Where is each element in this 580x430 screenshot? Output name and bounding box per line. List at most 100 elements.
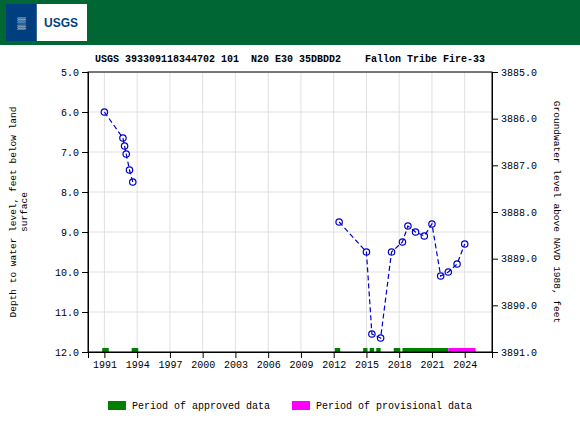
tick-mark <box>82 312 88 313</box>
tick: 6.0 <box>61 108 88 119</box>
grid-line-x <box>333 72 334 352</box>
tick-mark <box>82 112 88 113</box>
tick-label: 3891.0 <box>501 348 537 359</box>
tick-label: 7.0 <box>61 148 79 159</box>
series-marker <box>445 269 451 275</box>
series-marker <box>421 233 427 239</box>
series-marker <box>412 229 418 235</box>
tick-mark <box>492 212 498 213</box>
tick-mark <box>465 352 466 358</box>
period-bar <box>132 348 139 352</box>
tick: 2000 <box>191 352 215 371</box>
series-marker <box>123 151 129 157</box>
logo-text: USGS <box>44 16 78 30</box>
y-axis-label-line: surface <box>19 192 30 232</box>
tick-mark <box>492 165 498 166</box>
tick-label: 2024 <box>453 360 477 371</box>
grid-line-x <box>464 72 465 352</box>
tick-label: 2021 <box>420 360 444 371</box>
series-marker <box>120 135 126 141</box>
series-marker <box>363 249 369 255</box>
tick: 3886.0 <box>492 114 537 125</box>
series-marker <box>388 249 394 255</box>
y-axis-label-line: Depth to water level, feet below land <box>8 107 19 318</box>
legend-item: Period of approved data <box>108 401 270 412</box>
tick-label: 5.0 <box>61 68 79 79</box>
tick-mark <box>82 232 88 233</box>
tick-mark <box>492 352 498 353</box>
tick: 7.0 <box>61 148 88 159</box>
tick: 1994 <box>126 352 150 371</box>
tick-label: 2012 <box>322 360 346 371</box>
marks <box>101 109 475 352</box>
series-marker <box>126 167 132 173</box>
series-marker <box>121 143 127 149</box>
tick: 1991 <box>93 352 117 371</box>
tick-label: 3885.0 <box>501 68 537 79</box>
grid <box>88 72 492 352</box>
grid-line-x <box>300 72 301 352</box>
axis-line <box>89 353 493 359</box>
plot-frame <box>88 72 492 352</box>
logo-symbol: ▒ <box>17 16 26 30</box>
tick-mark <box>82 352 88 353</box>
tick-mark <box>82 192 88 193</box>
series-marker <box>399 239 405 245</box>
period-bar <box>335 348 340 352</box>
legend-label: Period of provisional data <box>316 401 472 412</box>
tick: 3888.0 <box>492 208 537 219</box>
tick-label: 1994 <box>126 360 150 371</box>
tick-label: 3888.0 <box>501 208 537 219</box>
tick: 2021 <box>420 352 444 371</box>
tick: 2006 <box>257 352 281 371</box>
legend-item: Period of provisional data <box>292 401 472 412</box>
series-marker <box>336 219 342 225</box>
title: USGS 393309118344702 101 N20 E30 35DBDD2… <box>95 54 485 65</box>
period-bar <box>448 348 475 352</box>
legend-swatch <box>108 401 126 410</box>
tick: 2015 <box>355 352 379 371</box>
logo-box <box>6 4 87 41</box>
grid-line-x <box>366 72 367 352</box>
tick-label: 1991 <box>93 360 117 371</box>
legend-swatch <box>292 401 310 410</box>
y-axis: 5.06.07.08.09.010.011.012.0 <box>55 68 89 359</box>
grid-line-y <box>88 272 492 273</box>
series-marker <box>369 331 375 337</box>
tick-mark <box>492 305 498 306</box>
grid-line-x <box>399 72 400 352</box>
tick-mark <box>301 352 302 358</box>
tick-mark <box>82 72 88 73</box>
grid-line-y <box>88 232 492 233</box>
tick-label: 2003 <box>224 360 248 371</box>
tick-label: 3886.0 <box>501 114 537 125</box>
grid-line-y <box>88 152 492 153</box>
grid-line-x <box>169 72 170 352</box>
tick: 3889.0 <box>492 254 537 265</box>
axis-line <box>82 73 89 353</box>
period-bar <box>370 348 374 352</box>
series-marker <box>462 241 468 247</box>
grid-line-y <box>88 112 492 113</box>
y-axis-label: Depth to water level, feet below landsur… <box>8 107 30 318</box>
series-marker <box>437 273 443 279</box>
tick-label: 11.0 <box>55 308 79 319</box>
tick-label: 2009 <box>289 360 313 371</box>
header-bar <box>0 0 580 45</box>
tick-mark <box>235 352 236 358</box>
tick-label: 10.0 <box>55 268 79 279</box>
grid-line-x <box>235 72 236 352</box>
series-marker <box>377 335 383 341</box>
tick-mark <box>366 352 367 358</box>
tick-mark <box>170 352 171 358</box>
tick-mark <box>492 72 498 73</box>
tick-mark <box>399 352 400 358</box>
tick-mark <box>492 259 498 260</box>
tick-mark <box>432 352 433 358</box>
grid-line-x <box>104 72 105 352</box>
tick-mark <box>334 352 335 358</box>
tick: 5.0 <box>61 68 88 79</box>
tick-label: 2000 <box>191 360 215 371</box>
tick-mark <box>137 352 138 358</box>
tick-label: 9.0 <box>61 228 79 239</box>
